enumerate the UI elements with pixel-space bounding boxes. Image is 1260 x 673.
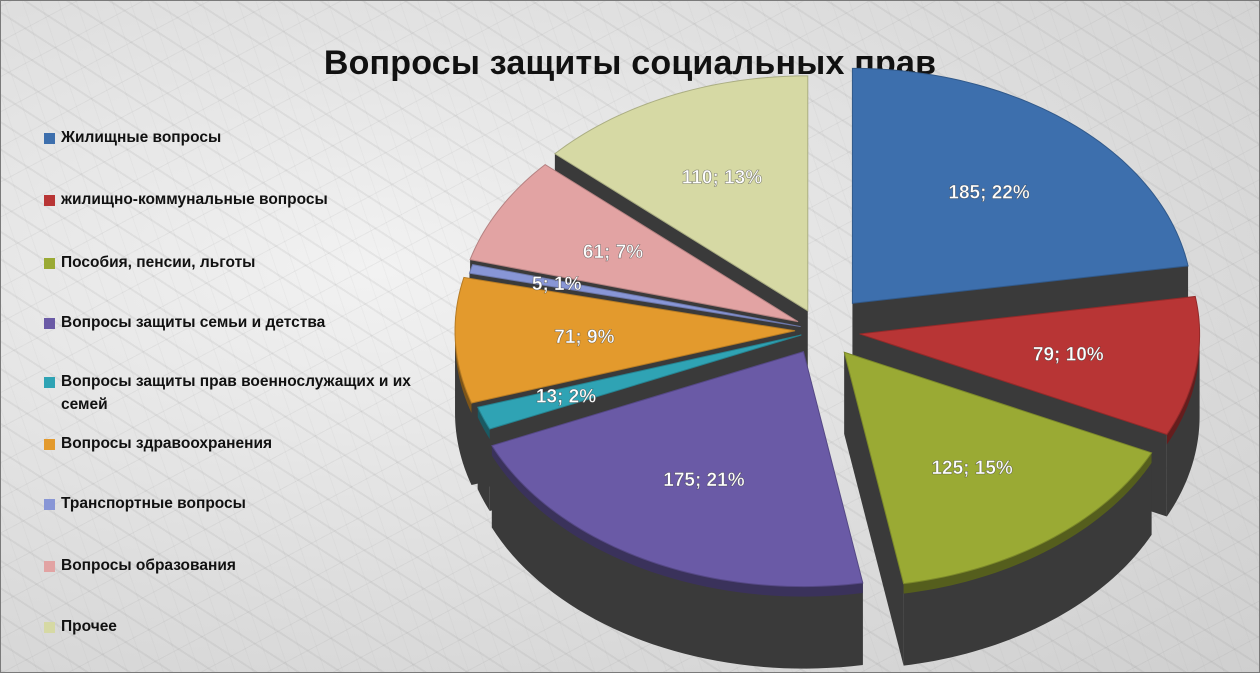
pie-slice [491, 350, 864, 669]
legend-item: Пособия, пенсии, льготы [44, 251, 444, 274]
slice-data-label: 79; 10% [1033, 344, 1104, 365]
legend-swatch [44, 133, 55, 144]
slice-top [851, 67, 1189, 304]
slice-data-label: 125; 15% [931, 458, 1012, 479]
slice-side-wall [844, 352, 904, 666]
slice-top [468, 264, 801, 328]
legend-swatch [44, 499, 55, 510]
slice-top [469, 163, 799, 323]
legend-swatch [44, 622, 55, 633]
legend-label: Вопросы защиты прав военнослужащих и их … [61, 373, 411, 413]
legend-item: Вопросы здравоохранения [44, 432, 444, 455]
legend-label: Вопросы защиты семьи и детства [61, 314, 326, 331]
legend-label: жилищно-коммунальные вопросы [61, 191, 328, 208]
slice-rim [1166, 333, 1200, 517]
legend-item: Транспортные вопросы [44, 492, 444, 515]
legend-label: Пособия, пенсии, льготы [61, 254, 256, 271]
legend-swatch [44, 377, 55, 388]
legend-swatch [44, 318, 55, 329]
legend-item: Вопросы защиты прав военнослужащих и их … [44, 370, 444, 416]
legend-item: жилищно-коммунальные вопросы [44, 188, 444, 211]
slice-data-label: 185; 22% [948, 182, 1029, 203]
slice-rim-band [477, 407, 490, 440]
slice-top [491, 350, 864, 588]
legend-swatch [44, 561, 55, 572]
legend-label: Вопросы образования [61, 557, 236, 574]
slice-top [843, 351, 1153, 585]
slice-data-label: 13; 2% [536, 387, 596, 408]
slice-rim [491, 445, 863, 669]
slice-data-label: 175; 21% [663, 470, 744, 491]
legend-swatch [44, 195, 55, 206]
slice-top [859, 295, 1201, 436]
pie-slice [843, 351, 1153, 666]
legend-label: Вопросы здравоохранения [61, 435, 273, 452]
slice-rim-band [1166, 333, 1200, 445]
slice-data-label: 61; 7% [583, 242, 643, 263]
legend-item: Жилищные вопросы [44, 126, 444, 149]
slice-rim-band [491, 445, 863, 597]
slice-top [553, 75, 809, 312]
slice-top [477, 334, 802, 430]
chart-title: Вопросы защиты социальных прав [323, 44, 937, 82]
legend-label: Прочее [61, 618, 117, 635]
legend-label: Жилищные вопросы [61, 129, 222, 146]
slice-data-label: 110; 13% [682, 168, 762, 189]
legend-label: Транспортные вопросы [61, 495, 246, 512]
slice-top [454, 276, 796, 404]
slice-data-label: 71; 9% [554, 327, 614, 348]
slice-data-label: 5; 1% [532, 274, 582, 295]
legend-item: Прочее [44, 615, 444, 638]
legend-swatch [44, 439, 55, 450]
legend-item: Вопросы образования [44, 554, 444, 577]
slice-rim-band [455, 330, 472, 414]
legend-item: Вопросы защиты семьи и детства [44, 311, 444, 334]
legend-swatch [44, 258, 55, 269]
